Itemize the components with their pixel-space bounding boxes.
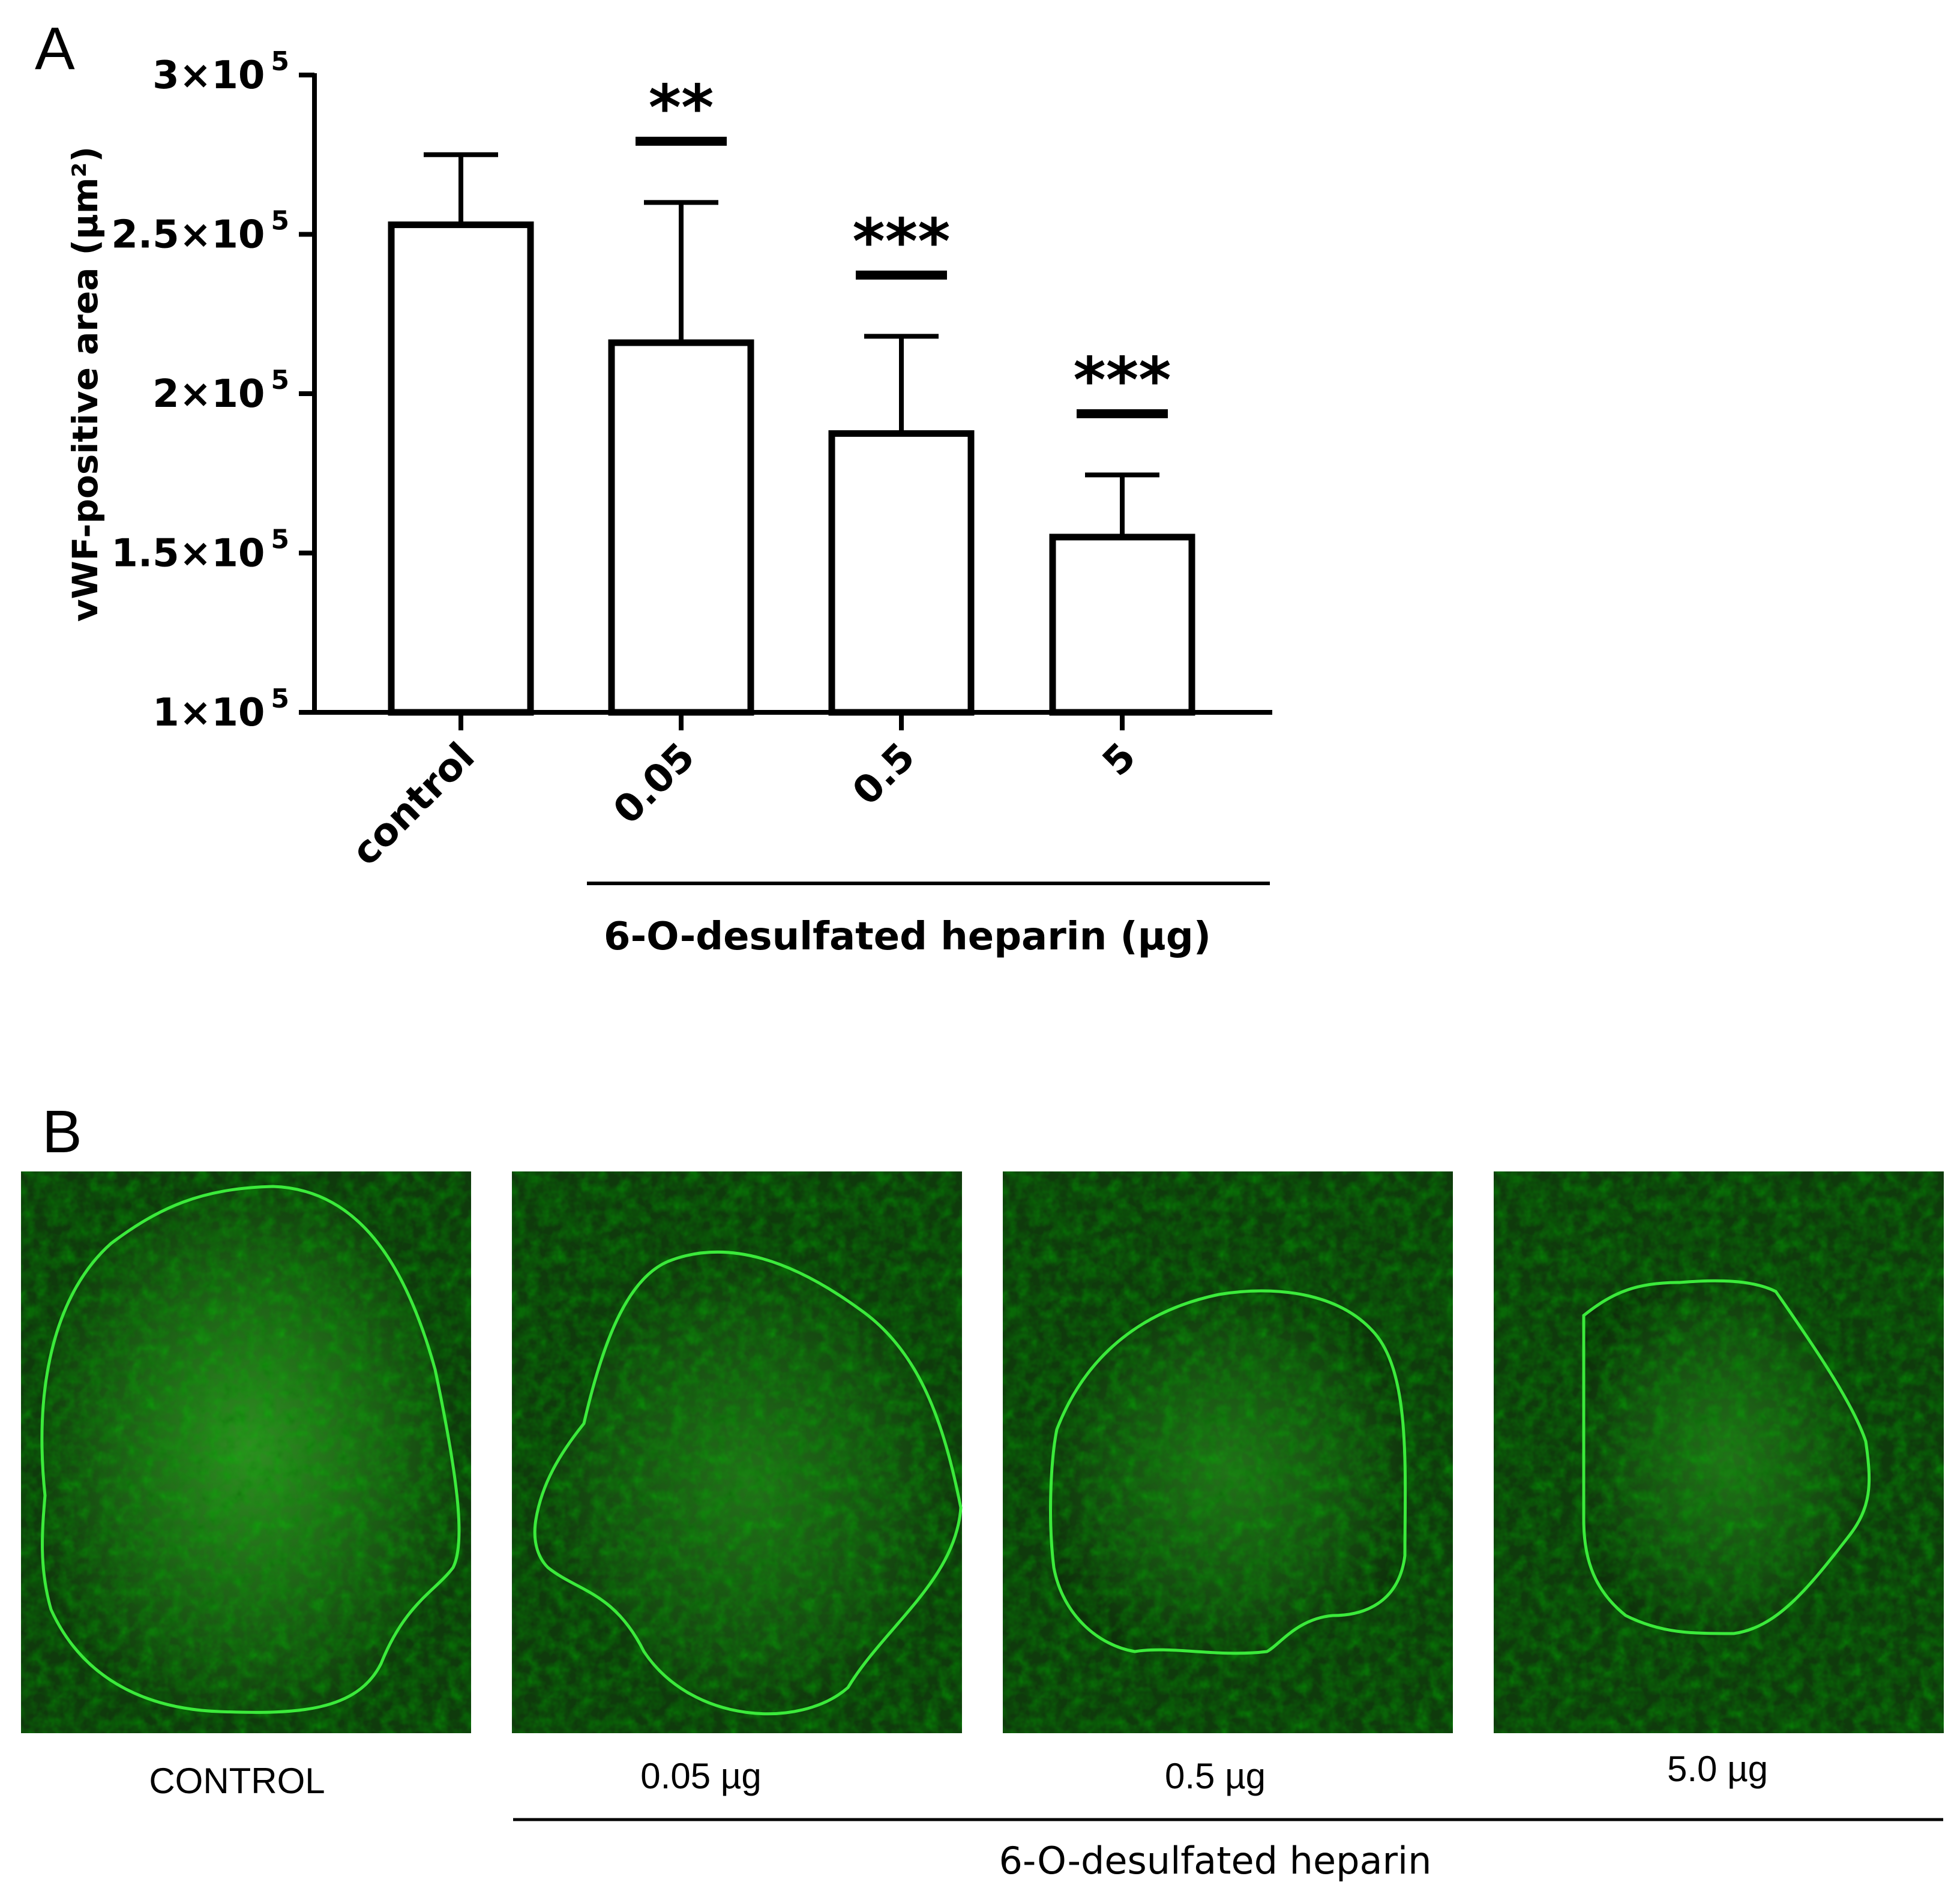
panel-b-group-label: 6-O-desulfated heparin xyxy=(999,1839,1432,1883)
bar-0.5 xyxy=(828,430,975,716)
y-tick-label: 1×10 5 xyxy=(152,684,289,735)
significance-label: ** xyxy=(649,71,714,144)
micrograph-caption: 5.0 µg xyxy=(1667,1749,1768,1789)
y-tick-label: 3×10 5 xyxy=(152,46,289,98)
tissue-texture xyxy=(512,1171,962,1733)
x-axis-group-label: 6-O-desulfated heparin (µg) xyxy=(604,915,1211,959)
y-tick-label: 1.5×10 5 xyxy=(111,525,289,576)
bar-0.05 xyxy=(608,339,754,716)
significance-label: *** xyxy=(852,205,950,278)
bar-chart: 1×10 51.5×10 52×10 52.5×10 53×10 5 ******** c… xyxy=(111,46,1272,874)
x-tick-label: 0.05 xyxy=(605,735,703,833)
panel-b-letter: B xyxy=(42,1098,82,1165)
micrograph-caption: 0.5 µg xyxy=(1165,1756,1266,1796)
bars xyxy=(388,221,1195,716)
bar-control xyxy=(388,221,534,716)
y-tick-label: 2.5×10 5 xyxy=(111,206,289,257)
region-outline xyxy=(533,1250,963,1716)
tissue-texture xyxy=(1494,1171,1944,1733)
error-bars xyxy=(424,152,1159,537)
tissue-texture xyxy=(1003,1171,1453,1733)
micrograph-row: CONTROL 0.05 µg 0.5 µg 5.0 µg xyxy=(21,1171,1944,1801)
region-outline xyxy=(1582,1279,1871,1635)
micrograph-caption: 0.05 µg xyxy=(640,1756,761,1796)
significance-marks: ******** xyxy=(636,71,1171,418)
x-tick-label: 5 xyxy=(1094,735,1144,785)
x-tick-label: 0.5 xyxy=(844,735,924,814)
bar-5 xyxy=(1049,534,1195,716)
y-tick-label: 2×10 5 xyxy=(152,365,289,416)
micrograph-2 xyxy=(512,1171,963,1733)
micrograph-3 xyxy=(1003,1171,1453,1733)
significance-label: *** xyxy=(1073,343,1171,416)
panel-a-letter: A xyxy=(35,15,75,82)
micrograph-caption: CONTROL xyxy=(149,1761,325,1801)
category-labels: control 0.05 0.5 5 xyxy=(343,735,1144,874)
micrograph-4 xyxy=(1494,1171,1944,1733)
y-axis: 1×10 5 1.5×10 5 2×10 5 2.5×10 5 3×10 5 xyxy=(111,46,317,735)
tissue-texture xyxy=(21,1171,471,1733)
region-outline xyxy=(40,1185,461,1714)
y-axis-label: vWF-positive area (µm²) xyxy=(65,146,106,622)
micrograph-1 xyxy=(21,1171,471,1733)
region-outline xyxy=(1049,1289,1407,1655)
x-tick-label: control xyxy=(343,735,483,874)
